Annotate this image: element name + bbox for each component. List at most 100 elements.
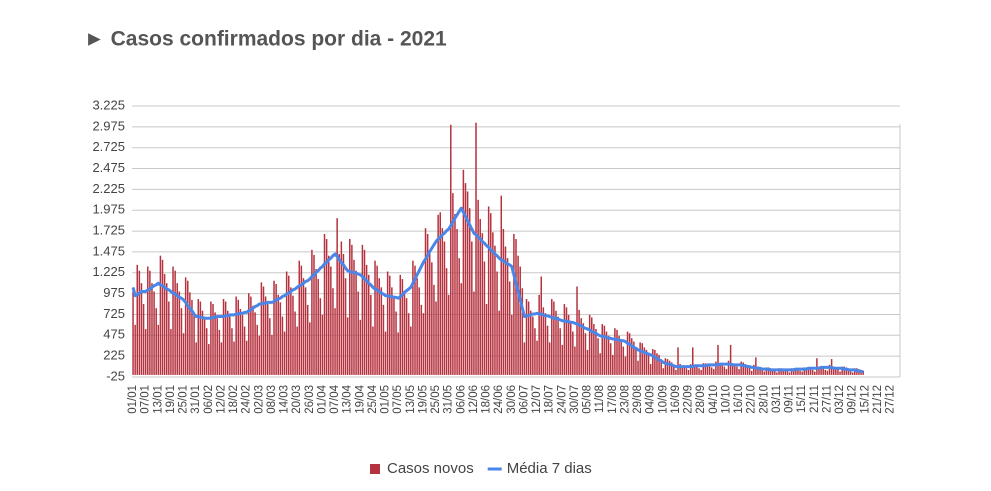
bar [407,313,410,375]
bar [700,369,702,375]
x-tick-label: 12/02 [215,385,227,414]
bar [435,301,437,375]
bar [706,364,709,375]
bar [256,324,258,375]
bar [361,244,364,375]
bar [824,369,827,375]
bar [816,358,818,375]
bar [607,335,610,375]
x-tick-label: 18/02 [228,385,240,414]
bar [428,250,431,375]
bar [342,254,345,375]
bar [365,264,368,375]
bar [273,280,275,375]
bar [685,368,688,375]
bar [264,296,267,375]
bar [271,334,273,375]
bar [445,268,448,375]
bar [363,249,366,375]
x-tick-label: 06/02 [203,385,215,414]
bar [776,372,778,375]
bar [136,264,139,375]
bar [384,331,387,375]
bar [626,331,629,375]
y-tick-label: 2.975 [92,118,125,133]
bar [635,348,637,375]
bar [485,304,488,375]
bar [532,316,534,375]
x-tick-label: 05/08 [582,385,594,414]
bar [266,304,269,375]
bar [241,314,244,375]
bar [325,238,328,375]
bar [292,295,294,375]
bar [483,261,486,375]
x-tick-label: 03/12 [834,385,846,414]
bar [199,301,202,375]
bar [698,368,700,375]
bar [372,326,374,375]
y-tick-label: 1.475 [92,243,125,258]
bar [795,369,797,375]
bar [233,341,235,375]
x-tick-label: 27/11 [821,385,833,413]
bar [187,280,189,375]
bar [624,356,627,375]
bar [208,344,210,375]
bar [689,364,692,375]
bar [666,359,669,375]
bar [473,291,475,375]
bar [355,270,357,375]
bar [784,369,787,375]
bar [767,367,770,375]
bar [643,347,646,375]
bar [319,298,322,375]
bar [191,299,193,375]
x-tick-label: 07/01 [140,385,152,414]
bar [622,346,625,375]
bar [702,363,705,375]
bar [525,299,528,375]
bar [502,228,505,375]
x-tick-label: 16/09 [670,385,682,414]
bar [212,304,214,375]
bar [391,287,393,375]
bar [172,266,174,375]
x-tick-label: 12/07 [531,385,543,414]
x-tick-label: 09/12 [847,385,859,414]
legend-label: Média 7 dias [507,460,592,477]
x-tick-label: 23/08 [619,385,631,414]
bar [351,244,353,375]
bar [389,275,391,375]
x-tick-label: 15/11 [796,385,808,413]
bar [854,368,856,375]
x-tick-label: 16/10 [733,385,745,414]
bar [719,364,721,375]
bar [765,367,768,375]
bar [426,233,429,375]
bar [353,259,355,375]
x-tick-label: 20/03 [291,385,303,414]
bar [281,316,284,375]
bar [761,369,763,375]
bar [147,266,149,375]
bar [515,238,517,375]
bar [780,368,782,375]
y-tick-label: 725 [103,306,125,321]
bar [763,371,766,375]
bar [677,347,679,375]
bar [437,214,439,375]
bar [159,255,162,375]
bar [300,265,303,375]
bar [837,369,839,375]
x-tick-label: 02/03 [253,385,265,414]
bar [845,367,848,375]
bar [288,275,290,375]
bar [378,278,380,375]
bar [826,370,829,375]
bar [670,362,673,375]
bar [527,301,530,375]
bar [717,344,719,375]
bar [285,271,288,375]
